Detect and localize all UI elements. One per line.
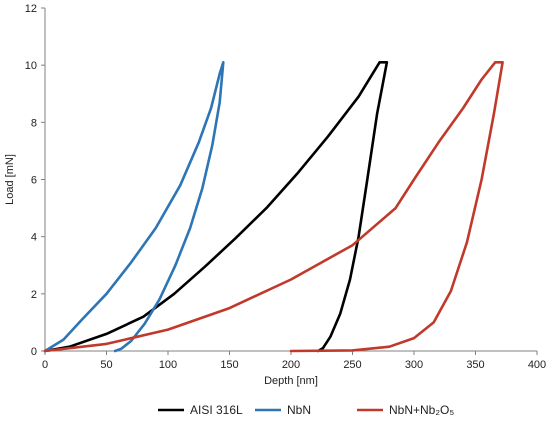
y-tick-label: 8 xyxy=(31,117,37,129)
y-tick-label: 6 xyxy=(31,175,37,187)
axes: 0 50 100 150 200 250 300 350 400 0 2 4 6 8 10 12 xyxy=(25,3,546,371)
x-tick-label: 150 xyxy=(220,359,238,371)
y-tick-label: 2 xyxy=(31,289,37,301)
legend: AISI 316L NbN NbN+Nb₂O₅ xyxy=(158,403,454,417)
x-tick-label: 400 xyxy=(528,359,546,371)
x-tick-label: 350 xyxy=(466,359,484,371)
y-tick-label: 12 xyxy=(25,3,37,15)
y-axis-title: Load [mN] xyxy=(4,154,16,205)
legend-label-1: NbN xyxy=(287,403,311,417)
x-tick-label: 300 xyxy=(405,359,423,371)
x-tick-label: 200 xyxy=(282,359,300,371)
series-line-1 xyxy=(43,61,225,353)
series-line-0 xyxy=(43,61,389,353)
y-tick-label: 0 xyxy=(31,346,37,358)
y-tick-label: 10 xyxy=(25,60,37,72)
x-tick-label: 50 xyxy=(100,359,112,371)
legend-label-0: AISI 316L xyxy=(190,403,243,417)
series-layer xyxy=(43,61,504,353)
x-tick-label: 0 xyxy=(42,359,48,371)
series-line-2 xyxy=(43,61,504,353)
legend-label-2: NbN+Nb₂O₅ xyxy=(389,403,454,417)
y-tick-label: 4 xyxy=(31,232,37,244)
x-axis-title: Depth [nm] xyxy=(264,375,318,387)
x-tick-label: 250 xyxy=(343,359,361,371)
x-tick-label: 100 xyxy=(159,359,177,371)
